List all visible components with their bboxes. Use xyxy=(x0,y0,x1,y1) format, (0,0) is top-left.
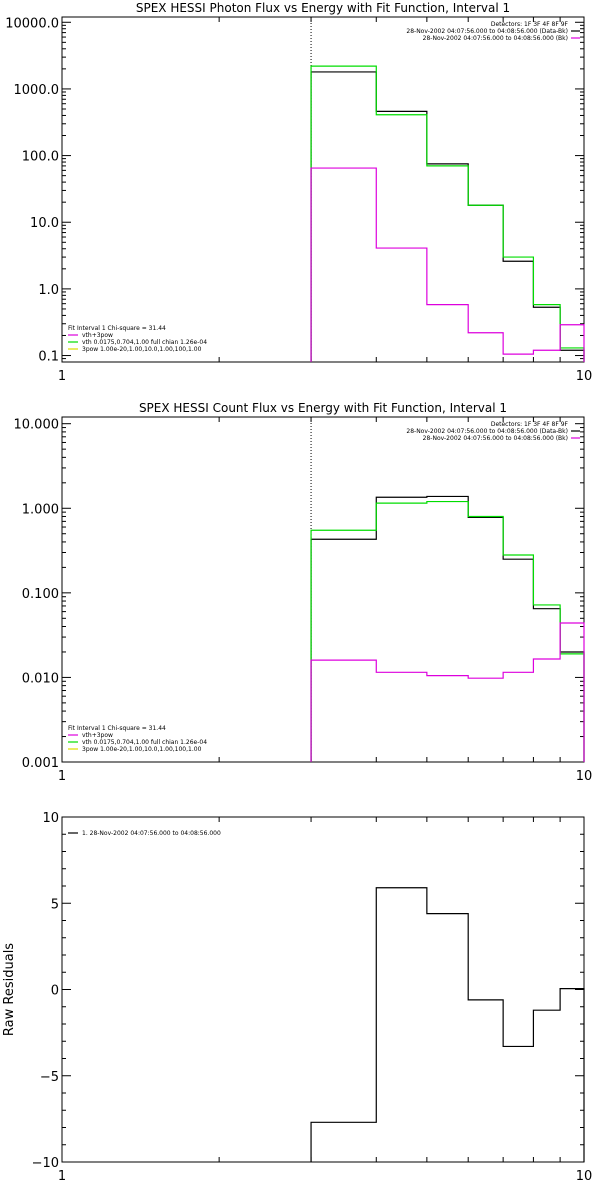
plot3-y-tick-label: 5 xyxy=(51,897,59,912)
plot1-legend-left-text: vth 0.0175,0.704,1.00 full chian 1.26e-0… xyxy=(82,339,207,346)
plot3-y-tick-label: 10 xyxy=(42,811,59,826)
plot2-x-tick-label: 10 xyxy=(576,769,593,784)
plot2-y-tick-label: 1.000 xyxy=(22,502,59,517)
plot1-title: SPEX HESSI Photon Flux vs Energy with Fi… xyxy=(136,1,510,15)
plot2-y-tick-label: 10.000 xyxy=(14,418,60,433)
plot1-y-tick-label: 0.1 xyxy=(38,350,59,365)
plot2-y-tick-label: 0.001 xyxy=(22,756,59,771)
plot3-y-tick-label: 0 xyxy=(51,984,59,999)
plot3-legend-left-text: 1. 28-Nov-2002 04:07:56.000 to 04:08:56.… xyxy=(82,830,221,837)
plot2-legend-right-text: 28-Nov-2002 04:07:56.000 to 04:08:56.000… xyxy=(406,428,568,435)
plot3-x-tick-label: 1 xyxy=(58,1169,66,1184)
plot3-series-1-step-line xyxy=(310,887,585,1162)
plot1-legend-right-text: Detectors: 1F 3F 4F 8F 9F xyxy=(491,21,569,28)
plot2-x-tick-label: 1 xyxy=(58,769,66,784)
plot3-x-tick-label: 10 xyxy=(576,1169,593,1184)
plot3-y-tick-label: −5 xyxy=(40,1070,59,1085)
plot1-x-tick-label: 1 xyxy=(58,369,66,384)
plot3-y-tick-label: −10 xyxy=(32,1156,59,1171)
plot1-x-tick-label: 10 xyxy=(576,369,593,384)
plot2-frame xyxy=(61,416,585,763)
plot2-legend-left-text: 3pow 1.00e-20,1.00,10.0,1.00,100,1.00 xyxy=(82,746,202,753)
plot2-series-3-step-line xyxy=(310,622,585,762)
plot3-y-axis-label: Raw Residuals xyxy=(2,943,17,1036)
plot2-legend-left-text: Fit Interval 1 Chi-square = 31.44 xyxy=(68,725,166,732)
plot1-legend-left-text: 3pow 1.00e-20,1.00,10.0,1.00,100,1.00 xyxy=(82,346,202,353)
plot1-series-2-step-line xyxy=(310,65,585,362)
plot2-legend-left-text: vth 0.0175,0.704,1.00 full chian 1.26e-0… xyxy=(82,739,207,746)
plot1-frame xyxy=(61,16,585,363)
plot2-legend-right-text: 28-Nov-2002 04:07:56.000 to 04:08:56.000… xyxy=(423,435,568,442)
plot2-series-1-step-line xyxy=(310,495,585,762)
plot2-y-tick-label: 0.010 xyxy=(22,671,59,686)
plot2-y-tick-label: 0.100 xyxy=(22,587,59,602)
plot2-legend-right-text: Detectors: 1F 3F 4F 8F 9F xyxy=(491,421,569,428)
plot2-series-2-step-line xyxy=(310,500,585,762)
plot1-y-tick-label: 1000.0 xyxy=(14,83,60,98)
plot1-legend-right-text: 28-Nov-2002 04:07:56.000 to 04:08:56.000… xyxy=(406,28,568,35)
plot1-series-3-step-line xyxy=(310,167,585,362)
plot1-legend-left-text: vth+3pow xyxy=(82,332,113,339)
plot1-series-1-step-line xyxy=(310,71,585,362)
plot1-legend-left-text: Fit Interval 1 Chi-square = 31.44 xyxy=(68,325,166,332)
plot1-y-tick-label: 10000.0 xyxy=(5,16,59,31)
plot2-title: SPEX HESSI Count Flux vs Energy with Fit… xyxy=(139,401,507,415)
plot2-legend-left-text: vth+3pow xyxy=(82,732,113,739)
plot1-y-tick-label: 1.0 xyxy=(38,283,59,298)
plot1-legend-right-text: 28-Nov-2002 04:07:56.000 to 04:08:56.000… xyxy=(423,35,568,42)
plot1-y-tick-label: 100.0 xyxy=(22,150,59,165)
plot1-y-tick-label: 10.0 xyxy=(30,216,59,231)
plot3-frame xyxy=(61,816,585,1163)
